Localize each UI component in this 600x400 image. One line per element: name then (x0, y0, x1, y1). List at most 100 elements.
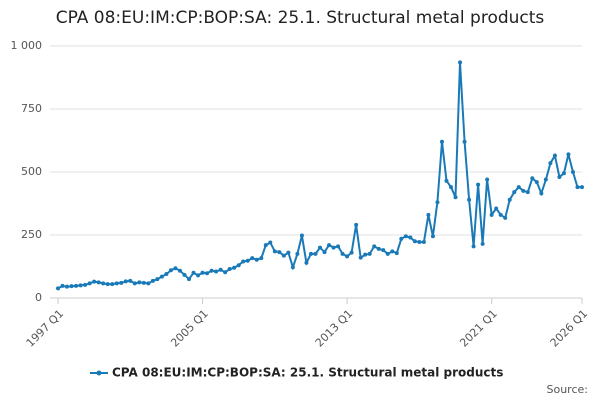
data-point (227, 267, 232, 272)
data-point (426, 212, 431, 217)
data-point (141, 280, 146, 285)
data-point (123, 279, 128, 284)
data-point (196, 273, 201, 278)
y-tick-label: 750 (21, 102, 42, 115)
chart-title: CPA 08:EU:IM:CP:BOP:SA: 25.1. Structural… (56, 8, 545, 28)
data-point (444, 178, 449, 183)
legend-label: CPA 08:EU:IM:CP:BOP:SA: 25.1. Structural… (112, 366, 503, 380)
data-point (354, 222, 359, 227)
data-point (218, 267, 223, 272)
data-point (268, 240, 273, 245)
data-point (390, 249, 395, 254)
data-point (69, 284, 74, 289)
data-point (548, 161, 553, 166)
data-point (525, 190, 530, 195)
data-point (83, 282, 88, 287)
series-line (57, 62, 582, 290)
data-point (78, 283, 83, 288)
data-point (164, 272, 169, 277)
data-point (168, 268, 173, 273)
data-point (449, 185, 453, 190)
data-point (561, 171, 566, 176)
data-point (534, 180, 539, 185)
data-point (503, 215, 508, 220)
data-point (87, 281, 92, 286)
data-point (236, 263, 241, 268)
data-point (543, 177, 548, 182)
data-point (110, 282, 115, 287)
data-point (308, 251, 313, 256)
data-point (60, 283, 65, 288)
data-point (254, 257, 259, 262)
data-point (223, 270, 228, 275)
data-point (539, 191, 544, 196)
data-point (114, 281, 119, 286)
data-point (417, 240, 422, 245)
data-point (295, 251, 300, 256)
data-point (272, 249, 277, 254)
data-point (467, 197, 472, 202)
data-point (471, 244, 476, 249)
data-point (173, 266, 178, 271)
data-point (241, 259, 246, 264)
data-point (530, 176, 535, 181)
data-point (74, 283, 79, 288)
data-point (146, 281, 151, 286)
data-point (259, 256, 264, 261)
data-point (105, 282, 110, 287)
data-point (137, 280, 142, 285)
data-point (570, 170, 575, 174)
data-point (150, 278, 155, 283)
data-point (304, 260, 309, 265)
data-point (191, 270, 196, 275)
data-point (214, 269, 219, 274)
data-point (327, 243, 332, 248)
data-point (376, 246, 381, 251)
data-point (155, 277, 160, 282)
data-point (476, 182, 481, 187)
data-point (92, 279, 97, 284)
data-point (557, 175, 562, 180)
data-point (290, 265, 295, 270)
data-point (318, 245, 322, 250)
data-point (480, 241, 485, 246)
data-point (349, 250, 354, 255)
legend-dot (96, 370, 102, 376)
x-tick-label: 1997 Q1 (24, 307, 67, 350)
data-point (458, 60, 463, 65)
data-point (498, 212, 503, 217)
data-point (367, 251, 372, 256)
data-point (299, 233, 304, 238)
data-point (132, 281, 137, 286)
data-point (381, 248, 386, 253)
data-point (494, 206, 499, 211)
data-point (56, 286, 60, 291)
data-point (65, 284, 70, 289)
data-point (313, 251, 318, 256)
data-point (277, 250, 282, 255)
data-point (336, 244, 341, 249)
data-point (363, 252, 368, 257)
data-point (403, 234, 408, 239)
data-point (345, 254, 350, 259)
data-point (209, 268, 214, 273)
data-point (566, 152, 571, 157)
data-point (435, 200, 440, 205)
data-point (358, 255, 363, 260)
data-point (331, 245, 336, 250)
data-point (421, 240, 426, 245)
data-point (245, 258, 250, 263)
source: Source: (547, 383, 589, 396)
data-point (489, 212, 494, 217)
data-point (580, 185, 584, 190)
data-point (177, 268, 182, 273)
data-point (399, 236, 404, 241)
x-tick-label: 2013 Q1 (313, 307, 356, 350)
data-point (281, 253, 286, 258)
data-point (128, 278, 133, 283)
data-point (453, 195, 458, 200)
data-point (101, 281, 106, 286)
y-tick-label: 500 (21, 165, 42, 178)
